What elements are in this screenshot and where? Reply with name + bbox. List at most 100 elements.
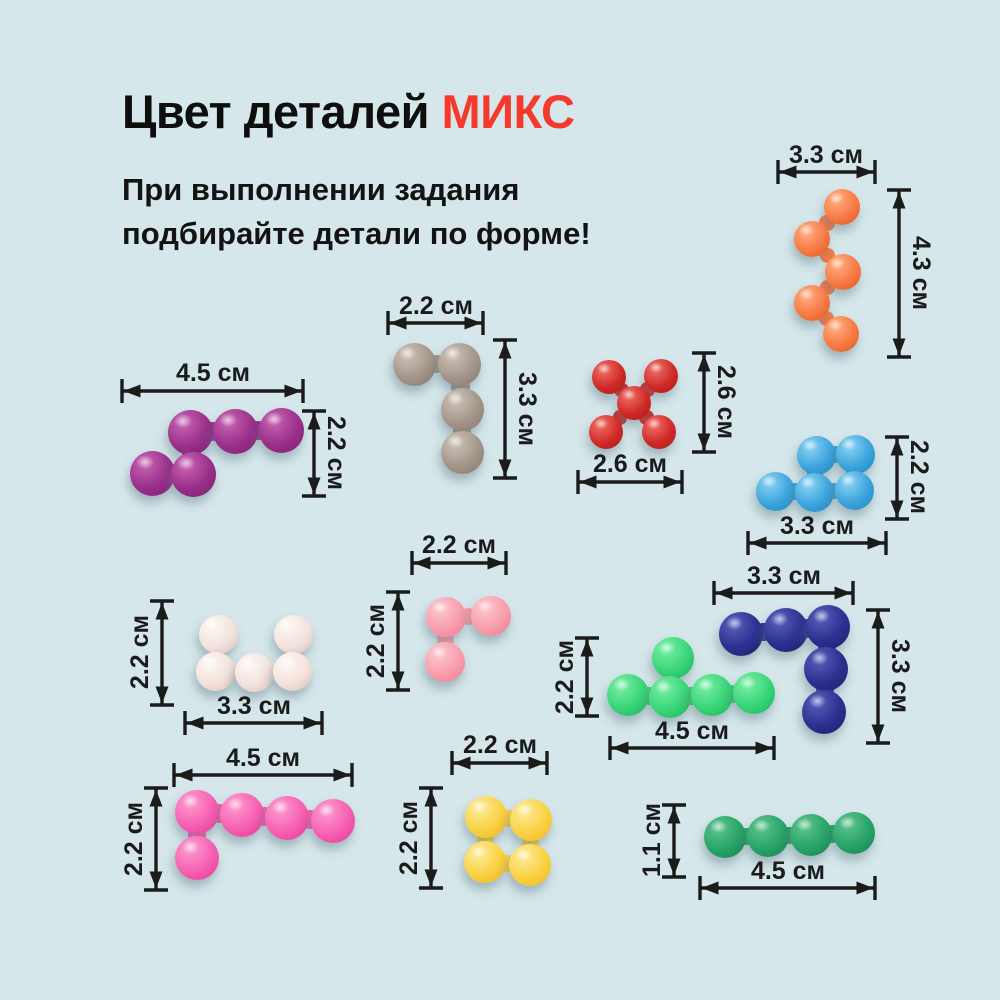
ball-connector (300, 810, 320, 829)
ball (704, 816, 746, 858)
ball (265, 796, 309, 840)
ball-connector (437, 631, 454, 648)
ball (509, 844, 551, 886)
ball (440, 387, 484, 431)
header: Цвет деталей МИКС (122, 86, 575, 138)
ball-connector (614, 382, 629, 398)
ball (796, 435, 836, 475)
ball (649, 676, 691, 718)
ball (747, 815, 789, 857)
ball (510, 799, 552, 841)
ball (425, 642, 465, 682)
ball (273, 614, 313, 654)
ball (220, 793, 264, 837)
ball-connector (737, 827, 756, 846)
ball-connector (817, 638, 837, 658)
ball (806, 605, 850, 649)
ball (802, 690, 846, 734)
ball (311, 799, 355, 843)
ball-connector (226, 663, 243, 680)
ball (607, 674, 649, 716)
ball-connector (427, 354, 446, 374)
ball (719, 612, 763, 656)
ball-connector (846, 463, 863, 481)
ball (794, 285, 830, 321)
ball (644, 359, 678, 393)
ball (652, 637, 694, 679)
ball (471, 596, 511, 636)
ball (212, 408, 258, 454)
ball (592, 360, 626, 394)
ball-connector (208, 644, 225, 661)
ball-connector (203, 422, 222, 441)
ball (835, 434, 875, 474)
page-subtitle: При выполнении задания подбирайте детали… (122, 172, 591, 252)
ball (440, 430, 484, 474)
ball (804, 647, 848, 691)
ball (175, 836, 219, 880)
ball-connector (682, 687, 700, 705)
ball-connector (819, 247, 836, 264)
ball (234, 652, 274, 692)
ball (823, 316, 859, 352)
ball-connector (823, 825, 842, 843)
ball-connector (264, 663, 282, 680)
ball-connector (815, 681, 835, 700)
ball-connector (255, 807, 274, 826)
ball-connector (210, 804, 229, 823)
ball (175, 790, 219, 834)
ball (198, 614, 238, 654)
ball (464, 841, 506, 883)
ball-connector (819, 279, 836, 296)
ball-connector (499, 809, 518, 828)
ball (272, 651, 312, 691)
ball-connector (498, 854, 517, 873)
ball (825, 254, 861, 290)
ball (824, 189, 860, 225)
ball (790, 814, 832, 856)
ball-connector (284, 644, 301, 661)
ball (794, 472, 834, 512)
ball-connector (163, 464, 182, 483)
ball (617, 386, 651, 420)
ball (170, 451, 216, 497)
ball (258, 407, 304, 453)
ball-connector (825, 482, 843, 500)
ball (833, 812, 875, 854)
ball-connector (612, 410, 628, 425)
ball (733, 672, 775, 714)
ball-connector (640, 382, 655, 397)
ball-connector (640, 687, 658, 705)
ball (642, 415, 676, 449)
title-text: Цвет деталей (122, 85, 429, 138)
ball-connector (827, 446, 844, 463)
ball-connector (248, 421, 268, 440)
ball-connector (754, 622, 773, 642)
ball (129, 450, 175, 496)
page-title: Цвет деталей МИКС (122, 86, 575, 138)
ball (691, 674, 733, 716)
ball-connector (819, 215, 835, 231)
ball-connector (806, 465, 824, 482)
ball-connector (786, 483, 803, 500)
ball (764, 608, 808, 652)
title-highlight: МИКС (441, 85, 575, 138)
ball-connector (452, 421, 472, 440)
ball-connector (662, 668, 681, 687)
ball-connector (521, 833, 540, 852)
ball (794, 221, 830, 257)
ball (834, 470, 874, 510)
ball (426, 597, 466, 637)
ball (465, 796, 507, 838)
